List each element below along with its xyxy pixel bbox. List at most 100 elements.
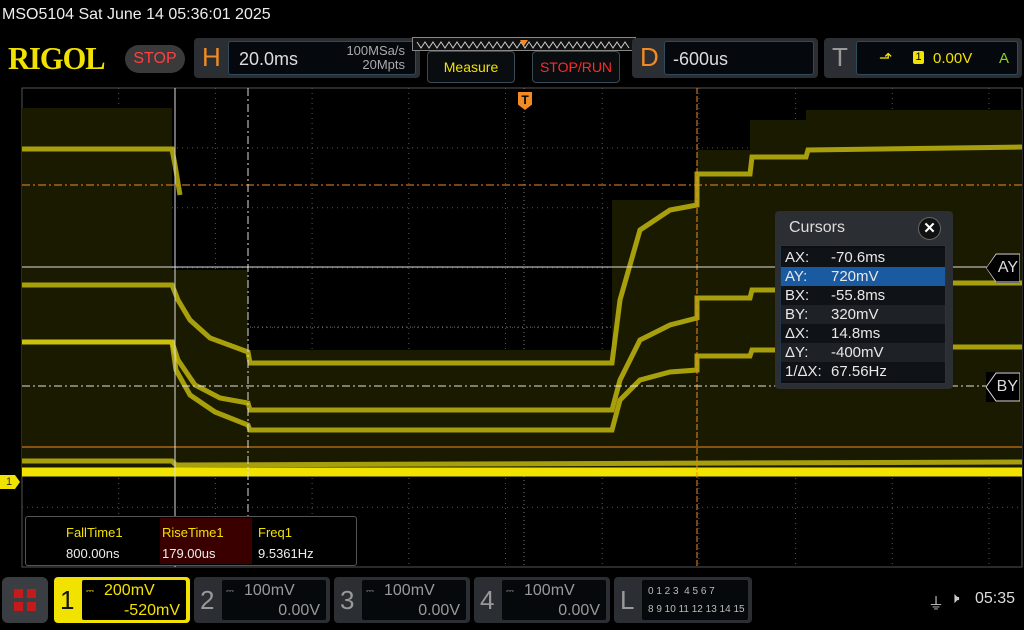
- trigger-mode: A: [999, 50, 1010, 67]
- cursor-row[interactable]: ΔX: 14.8ms: [781, 324, 945, 343]
- horizontal-box: 20.0ms 100MSa/s 20Mpts: [228, 41, 416, 75]
- trigger-letter: T: [832, 42, 848, 72]
- cursors-panel: Cursors ✕ AX: -70.6ms AY: 720mV BX: -55.8ms BY…: [775, 211, 953, 389]
- menu-button[interactable]: [2, 577, 48, 623]
- by-tag-label: BY: [996, 378, 1018, 395]
- stop-run-button[interactable]: STOP/RUN: [532, 51, 620, 83]
- ch1-trace: [22, 458, 1023, 468]
- ay-tag-label: AY: [997, 259, 1018, 276]
- selected-measurement-bg: [160, 518, 252, 564]
- logic-box: 0 1 2 3 4 5 6 7 8 9 10 11 12 13 14 15: [642, 580, 748, 620]
- channel-scale: 100mV: [244, 582, 295, 599]
- waveform-envelope: [22, 108, 172, 470]
- cursor-label: ΔY:: [785, 344, 809, 361]
- channel-3-panel[interactable]: 3 ⎓ 100mV 0.00V: [334, 577, 470, 623]
- channel-box: ⎓ 200mV -520mV: [82, 580, 186, 620]
- cursor-value: 720mV: [831, 268, 879, 285]
- cursor-label: 1/ΔX:: [785, 363, 822, 380]
- cursor-label: AX:: [785, 249, 810, 266]
- measurement-name[interactable]: Freq1: [258, 525, 292, 540]
- cursor-value: -70.6ms: [831, 249, 886, 266]
- channel-scale: 200mV: [104, 582, 155, 599]
- channel-box: ⎓ 100mV 0.00V: [502, 580, 606, 620]
- channel-number: 2: [200, 585, 215, 615]
- channel-4-panel[interactable]: 4 ⎓ 100mV 0.00V: [474, 577, 610, 623]
- logic-channel-panel[interactable]: L 0 1 2 3 4 5 6 7 8 9 10 11 12 13 14 15: [614, 577, 752, 623]
- memory-depth: 20Mpts: [362, 57, 405, 72]
- channel-number: 1: [60, 585, 75, 615]
- rigol-logo: RIGOL: [8, 40, 106, 76]
- logic-letter: L: [620, 585, 635, 615]
- dc-coupling-icon: ⎓: [366, 586, 374, 597]
- trigger-level: 0.00V: [933, 50, 973, 67]
- delay-panel[interactable]: D -600us: [632, 38, 818, 78]
- channel-2-panel[interactable]: 2 ⎓ 100mV 0.00V: [194, 577, 330, 623]
- timebase: 20.0ms: [239, 49, 299, 69]
- logic-bits-low: 0 1 2 3 4 5 6 7: [648, 586, 715, 597]
- measurement-value: 179.00us: [162, 546, 216, 561]
- trigger-panel[interactable]: T ⬏ 1 0.00V A: [824, 38, 1022, 78]
- cursor-row[interactable]: BX: -55.8ms: [781, 286, 945, 305]
- waveform-display[interactable]: [0, 86, 1024, 570]
- cursor-label: ΔX:: [785, 325, 810, 342]
- channel-box: ⎓ 100mV 0.00V: [222, 580, 326, 620]
- run-state-badge[interactable]: STOP: [125, 45, 185, 73]
- cursor-value: -55.8ms: [831, 287, 886, 304]
- close-icon[interactable]: ✕: [918, 217, 941, 240]
- horizontal-letter: H: [202, 42, 221, 72]
- cursor-row[interactable]: BY: 320mV: [781, 305, 945, 324]
- cursor-row[interactable]: ΔY: -400mV: [781, 343, 945, 362]
- cursor-row[interactable]: AY: 720mV: [781, 267, 945, 286]
- cursor-value: 67.56Hz: [831, 363, 887, 380]
- channel-offset: 0.00V: [558, 602, 600, 619]
- clock: 05:35: [975, 590, 1016, 607]
- channel-number: 4: [480, 585, 495, 615]
- cursor-value: 14.8ms: [831, 325, 881, 342]
- sound-muted-icon[interactable]: 🕨: [950, 590, 960, 607]
- sample-rate: 100MSa/s: [346, 43, 405, 58]
- waveform-envelope: [697, 150, 750, 470]
- cursor-row[interactable]: AX: -70.6ms: [781, 248, 945, 267]
- dc-coupling-icon: ⎓: [506, 586, 514, 597]
- trigger-box: ⬏ 1 0.00V A: [856, 41, 1018, 75]
- ch1-trace: [22, 339, 1022, 433]
- delay-box: -600us: [664, 41, 814, 75]
- memory-waveform-icon: [416, 40, 630, 49]
- measurement-name[interactable]: RiseTime1: [162, 525, 224, 540]
- by-cursor-tag[interactable]: BY: [986, 372, 1020, 402]
- rising-edge-icon: ⬏: [879, 50, 893, 67]
- trigger-source: 1: [913, 51, 924, 64]
- channel-offset: 0.00V: [418, 602, 460, 619]
- channel-number: 3: [340, 585, 355, 615]
- measurement-panel: FallTime1 800.00ns RiseTime1 179.00us Fr…: [25, 516, 357, 566]
- channel-box: ⎓ 100mV 0.00V: [362, 580, 466, 620]
- measurement-value: 800.00ns: [66, 546, 120, 561]
- ch1-offset-marker[interactable]: 1: [0, 475, 20, 489]
- cursor-label: BX:: [785, 287, 810, 304]
- cursors-title: Cursors: [789, 219, 846, 236]
- ch1-trace: [22, 146, 183, 196]
- channel-offset: 0.00V: [278, 602, 320, 619]
- channel-1-panel[interactable]: 1 ⎓ 200mV -520mV: [54, 577, 190, 623]
- ch1-trace: [22, 144, 1023, 366]
- logic-bits-high: 8 9 10 11 12 13 14 15: [648, 604, 745, 615]
- measurement-value: 9.5361Hz: [258, 546, 314, 561]
- measure-button[interactable]: Measure: [427, 51, 515, 83]
- cursor-readouts: AX: -70.6ms AY: 720mV BX: -55.8ms BY: 320mV ΔX: 1…: [780, 245, 946, 384]
- measurement-name[interactable]: FallTime1: [66, 525, 123, 540]
- grid-menu-icon: [14, 589, 36, 611]
- dc-coupling-icon: ⎓: [226, 586, 234, 597]
- channel-offset: -520mV: [123, 602, 180, 619]
- memory-position-bar[interactable]: [412, 37, 636, 51]
- dc-coupling-icon: ⎓: [86, 586, 94, 597]
- channel-scale: 100mV: [384, 582, 435, 599]
- cursor-row[interactable]: 1/ΔX: 67.56Hz: [781, 362, 945, 381]
- cursor-label: BY:: [785, 306, 809, 323]
- usb-icon: ⏚: [928, 596, 945, 613]
- cursor-value: -400mV: [831, 344, 884, 361]
- delay-letter: D: [640, 42, 659, 72]
- model-datetime: MSO5104 Sat June 14 05:36:01 2025: [2, 6, 271, 23]
- cursor-label: AY:: [785, 268, 808, 285]
- horizontal-panel[interactable]: H 20.0ms 100MSa/s 20Mpts: [194, 38, 420, 78]
- trigger-position-marker[interactable]: T: [518, 92, 532, 110]
